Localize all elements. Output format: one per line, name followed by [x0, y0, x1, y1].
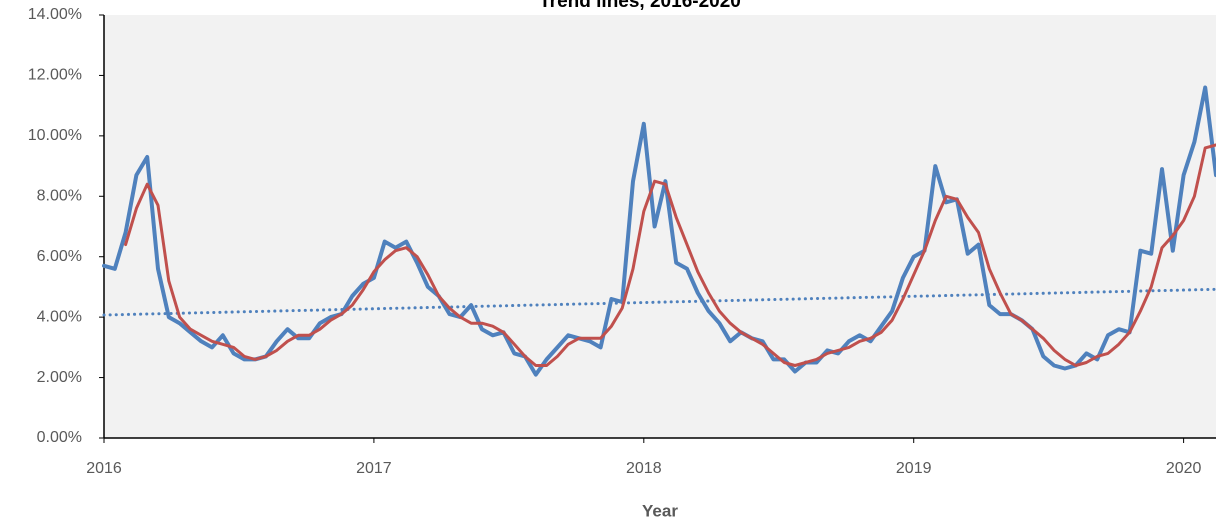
y-tick-label: 4.00% [37, 308, 82, 325]
plot-area [104, 15, 1216, 438]
x-tick-label: 2016 [86, 460, 122, 477]
x-tick-label: 2018 [626, 460, 662, 477]
trend-line [102, 287, 1216, 317]
chart-title: Trend lines, 2016-2020 [539, 0, 741, 12]
y-tick-label: 12.00% [28, 67, 82, 84]
y-tick-label: 2.00% [37, 369, 82, 386]
y-tick-label: 10.00% [28, 127, 82, 144]
x-axis-title: Year [642, 501, 678, 520]
y-tick-label: 6.00% [37, 248, 82, 265]
x-tick-label: 2017 [356, 460, 392, 477]
y-tick-label: 14.00% [28, 6, 82, 23]
y-tick-label: 8.00% [37, 188, 82, 205]
x-tick-label: 2020 [1166, 460, 1202, 477]
y-tick-label: 0.00% [37, 429, 82, 446]
series-line [124, 143, 1216, 367]
x-tick-label: 2019 [896, 460, 932, 477]
